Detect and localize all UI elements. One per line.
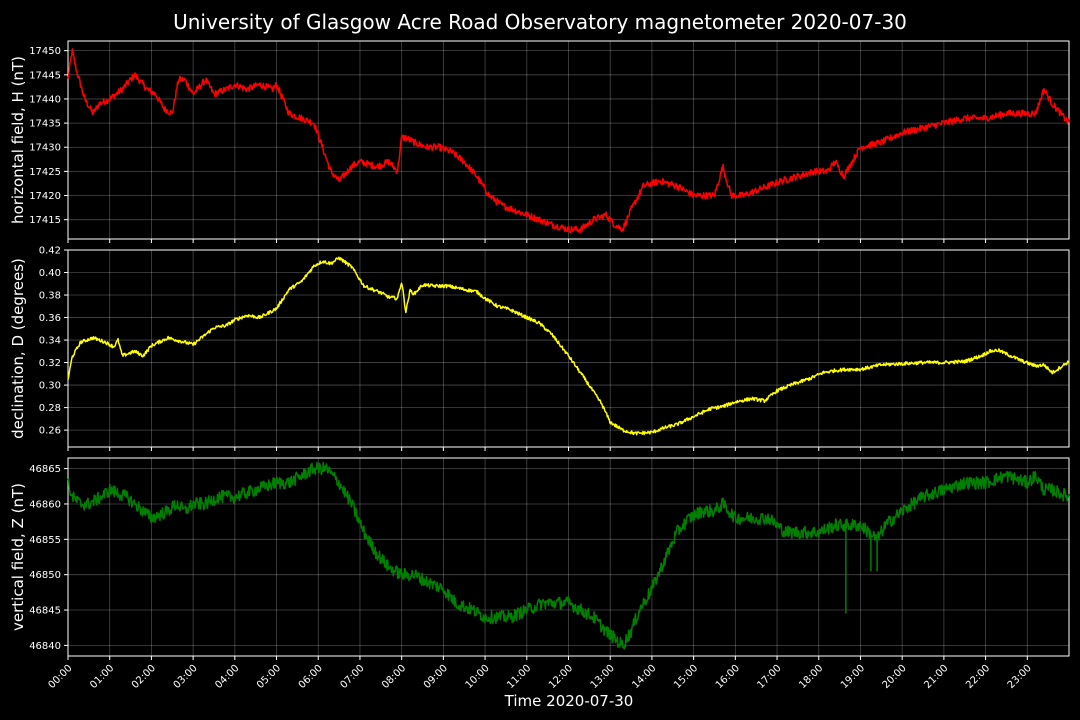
plot-area bbox=[67, 40, 1070, 240]
y-tick-label: 17440 bbox=[29, 94, 61, 105]
x-tick-label: 17:00 bbox=[756, 663, 784, 691]
y-tick-label: 46840 bbox=[29, 641, 61, 652]
y-tick-label: 17420 bbox=[29, 191, 61, 202]
y-tick-label: 0.42 bbox=[39, 246, 61, 257]
x-tick-label: 11:00 bbox=[505, 663, 533, 691]
x-tick-label: 13:00 bbox=[589, 663, 617, 691]
y-tick-label: 17425 bbox=[29, 167, 61, 178]
y-tick-label: 46845 bbox=[29, 606, 61, 617]
h-panel: 17415 17420 17425 17430 17435 17440 17445 17450… bbox=[9, 40, 1070, 243]
y-tick-label: 17445 bbox=[29, 70, 61, 81]
plot-area bbox=[67, 249, 1070, 448]
y-tick-label: 17435 bbox=[29, 119, 61, 130]
x-tick-label: 21:00 bbox=[922, 663, 950, 691]
x-tick-label: 01:00 bbox=[88, 663, 116, 691]
y-tick-label: 46860 bbox=[29, 499, 61, 510]
x-tick-label: 07:00 bbox=[338, 663, 366, 691]
chart-title: University of Glasgow Acre Road Observat… bbox=[173, 10, 907, 34]
series-line bbox=[67, 256, 1070, 436]
x-tick-label: 09:00 bbox=[422, 663, 450, 691]
x-tick-label: 08:00 bbox=[380, 663, 408, 691]
y-tick-label: 17415 bbox=[29, 215, 61, 226]
y-tick-label: 0.40 bbox=[39, 268, 61, 279]
x-tick-label: 10:00 bbox=[464, 663, 492, 691]
x-tick-label: 04:00 bbox=[213, 663, 241, 691]
x-tick-label: 05:00 bbox=[255, 663, 283, 691]
x-tick-label: 23:00 bbox=[1006, 663, 1034, 691]
x-tick-label: 20:00 bbox=[881, 663, 909, 691]
x-tick-label: 02:00 bbox=[130, 663, 158, 691]
x-tick-label: 15:00 bbox=[672, 663, 700, 691]
d-panel: 0.26 0.28 0.30 0.32 0.34 0.36 0.38 0.40 0.42 decl… bbox=[9, 246, 1070, 451]
x-tick-label: 18:00 bbox=[797, 663, 825, 691]
y-tick-label: 46850 bbox=[29, 570, 61, 581]
y-tick-label: 0.38 bbox=[39, 291, 61, 302]
y-tick-label: 0.26 bbox=[39, 426, 61, 437]
series-line bbox=[67, 48, 1070, 234]
x-tick-label: 12:00 bbox=[547, 663, 575, 691]
y-axis-label: horizontal field, H (nT) bbox=[9, 56, 27, 224]
x-tick-label: 06:00 bbox=[297, 663, 325, 691]
y-tick-label: 17430 bbox=[29, 143, 61, 154]
y-tick-label: 0.30 bbox=[39, 381, 61, 392]
x-axis-label: Time 2020-07-30 bbox=[504, 692, 634, 710]
plot-area bbox=[67, 457, 1070, 657]
x-tick-label: 14:00 bbox=[630, 663, 658, 691]
y-tick-label: 46865 bbox=[29, 464, 61, 475]
y-tick-label: 0.28 bbox=[39, 403, 61, 414]
y-tick-label: 0.34 bbox=[39, 336, 61, 347]
y-tick-label: 46855 bbox=[29, 535, 61, 546]
x-tick-label: 16:00 bbox=[714, 663, 742, 691]
series-line bbox=[67, 461, 1070, 650]
x-tick-label: 03:00 bbox=[172, 663, 200, 691]
y-axis-label: vertical field, Z (nT) bbox=[9, 483, 27, 631]
x-tick-label: 22:00 bbox=[964, 663, 992, 691]
x-tick-label: 00:00 bbox=[46, 663, 74, 691]
y-axis-label: declination, D (degrees) bbox=[9, 258, 27, 439]
x-tick-label: 19:00 bbox=[839, 663, 867, 691]
y-tick-label: 0.36 bbox=[39, 313, 61, 324]
y-tick-label: 17450 bbox=[29, 46, 61, 57]
y-tick-label: 0.32 bbox=[39, 358, 61, 369]
